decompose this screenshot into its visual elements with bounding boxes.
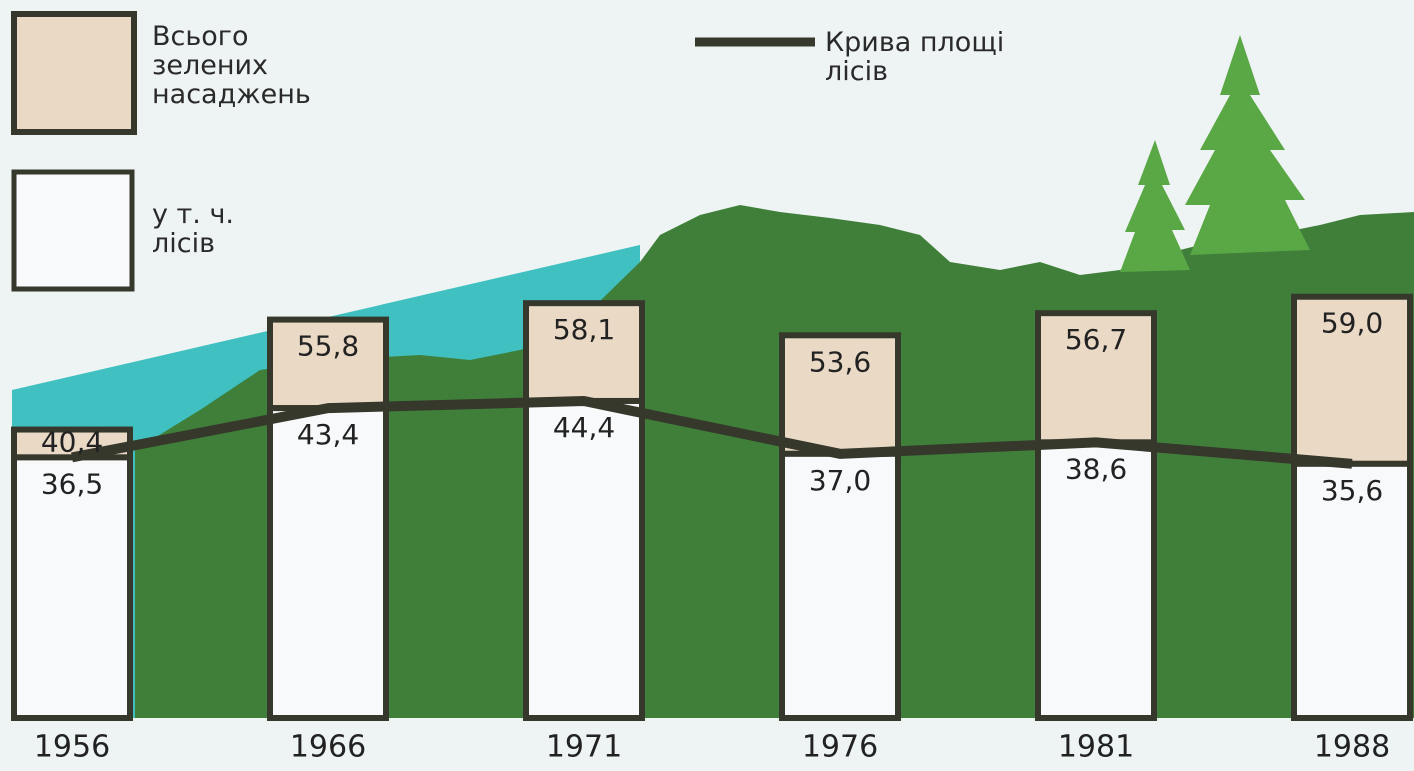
plot: 40,4 36,5 1956 55,8 43,4 1966 58,1 44,4 1971 53,6… [11,293,1413,765]
value-label: 35,6 [1321,474,1383,507]
legend-swatch [11,169,135,292]
value-label: 37,0 [809,464,871,497]
value-label: 59,0 [1321,307,1383,340]
value-label: 53,6 [809,345,871,378]
bar-forest [1291,460,1413,722]
bar-total [267,316,389,412]
value-label: 44,4 [553,411,615,444]
x-tick-label: 1971 [546,730,622,765]
bar-forest [267,405,389,721]
bar-forest [523,397,645,721]
legend-label: Всього зелених насаджень [152,21,311,110]
x-tick-label: 1988 [1314,730,1390,765]
x-tick-label: 1956 [34,730,110,765]
legend-label: Крива площі лісів [825,27,1005,87]
x-tick-label: 1966 [290,730,366,765]
forest-curve [71,395,1353,469]
bar-total [1035,310,1157,446]
value-label: 43,4 [297,418,359,451]
value-label: 58,1 [553,313,615,346]
tree [1185,35,1310,255]
value-label: 40,4 [41,425,103,458]
bar-total [779,332,901,457]
value-label: 36,5 [41,467,103,500]
x-tick-label: 1981 [1058,730,1134,765]
value-label: 56,7 [1065,323,1127,356]
legend-swatch [11,11,137,135]
bar-forest [779,450,901,721]
legend-label: у т. ч. лісів [152,199,234,259]
value-label: 55,8 [297,330,359,363]
tree [1120,140,1190,272]
value-label: 38,6 [1065,452,1127,485]
x-tick-label: 1976 [802,730,878,765]
